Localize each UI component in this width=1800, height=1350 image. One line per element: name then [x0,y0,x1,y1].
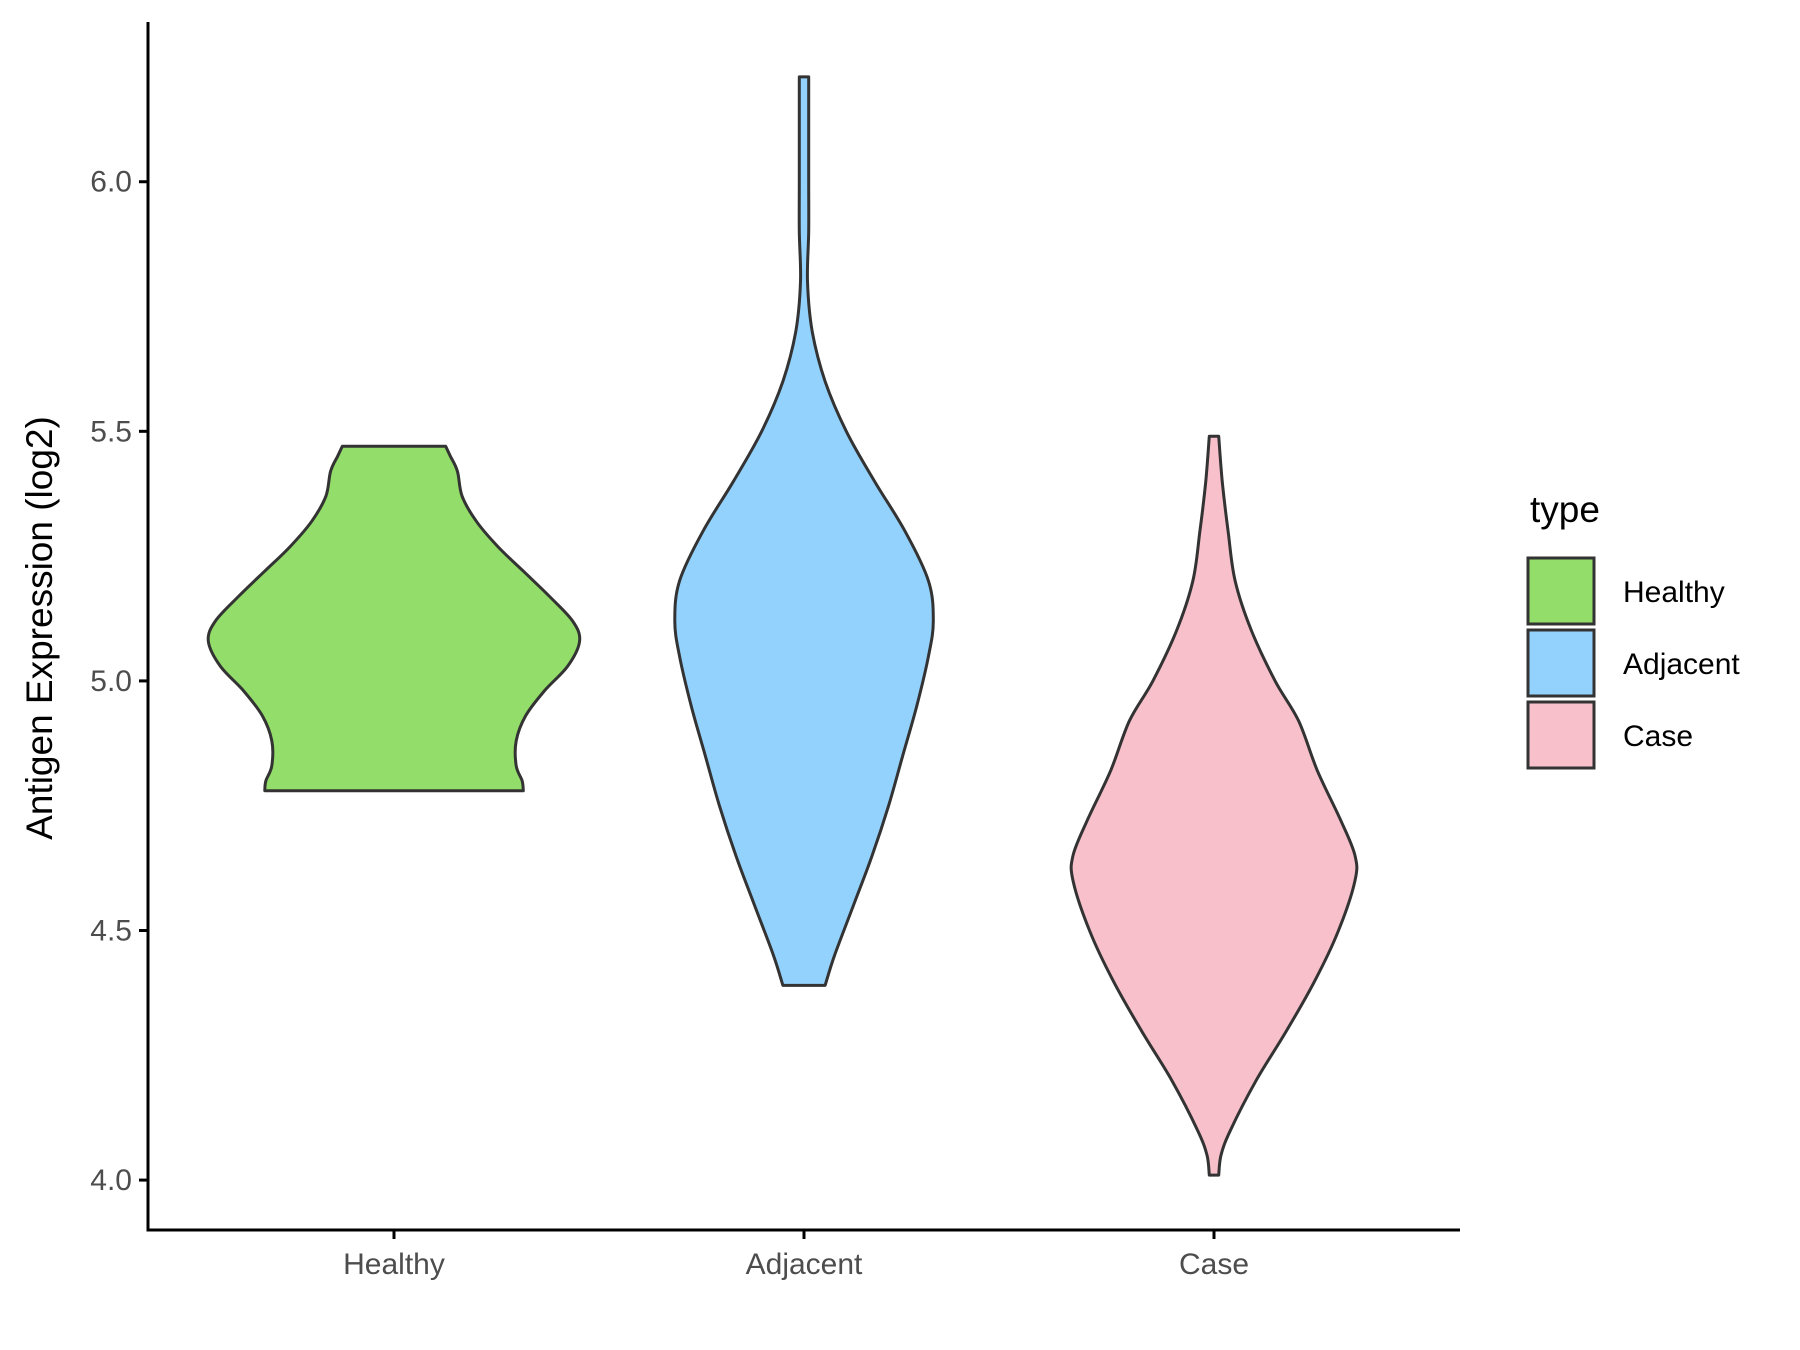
x-tick-label: Healthy [343,1248,445,1281]
y-tick-label: 5.0 [90,665,132,698]
y-tick-label: 4.0 [90,1164,132,1197]
x-tick-label: Adjacent [746,1248,863,1281]
violin-case [1069,434,1359,1177]
y-tick-label: 5.5 [90,415,132,448]
legend-label: Case [1623,720,1693,753]
legend-key-healthy [1526,556,1596,626]
y-tick-label: 6.0 [90,166,132,199]
legend-key-case [1526,700,1596,770]
x-axis-ticks: Healthy Adjacent Case [343,1230,1249,1281]
legend: type Healthy Adjacent Case [1526,489,1740,770]
violin-healthy [206,444,582,793]
legend-label: Adjacent [1623,648,1740,681]
violin-adjacent [673,75,935,987]
violins-layer [206,75,1359,1177]
legend-label: Healthy [1623,576,1725,609]
legend-key-adjacent [1526,628,1596,698]
legend-title: type [1530,489,1600,530]
y-tick-label: 4.5 [90,914,132,947]
x-tick-label: Case [1179,1248,1249,1281]
y-axis-ticks: 4.0 4.5 5.0 5.5 6.0 [90,166,148,1197]
y-axis-title: Antigen Expression (log2) [19,416,60,840]
